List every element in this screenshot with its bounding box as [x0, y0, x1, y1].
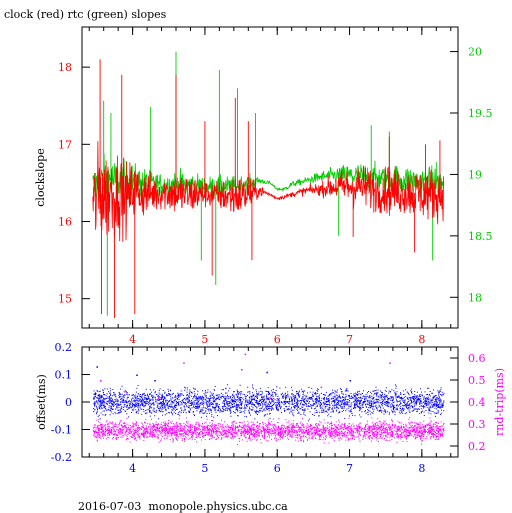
x-tick-label: 4	[129, 462, 136, 475]
x-tick-label: 6	[274, 462, 281, 475]
y-tick-label: 17	[58, 138, 72, 151]
y2-tick-label: 18.5	[468, 230, 493, 243]
offset-plot-frame	[81, 346, 459, 458]
rnd-trip-outlier-point	[320, 386, 323, 389]
rnd-trip-outlier-point	[389, 362, 391, 364]
offset-outlier-point	[96, 366, 98, 368]
slopes-plot-frame	[81, 26, 459, 329]
y-tick-label: 0.2	[55, 341, 73, 354]
x-tick-label: 7	[346, 462, 353, 475]
y-tick-label: 15	[58, 293, 72, 306]
y-axis-label: clockslope	[34, 148, 47, 206]
rnd-trip-outlier-point	[270, 397, 272, 400]
x-tick-label: 7	[346, 333, 353, 346]
y-tick-label: 0	[65, 396, 72, 409]
y2-tick-label: 0.3	[468, 418, 486, 431]
y2-tick-label: 0.5	[468, 374, 486, 387]
y2-axis-label: rnd-trip(ms)	[493, 368, 506, 436]
offset-points	[93, 384, 445, 422]
page-footer: 2016-07-03 monopole.physics.ubc.ca	[78, 500, 288, 513]
clock-series-line	[92, 141, 444, 243]
offset-outlier-point	[407, 435, 409, 437]
x-tick-label: 5	[201, 462, 208, 475]
y-tick-label: -0.2	[51, 451, 72, 464]
x-tick-label: 8	[418, 462, 425, 475]
rnd-trip-outlier-point	[335, 391, 337, 393]
offset-outlier-point	[154, 380, 156, 382]
slopes-data-group	[92, 51, 444, 318]
x-tick-label: 4	[129, 333, 136, 346]
y2-tick-label: 19	[468, 168, 482, 181]
rnd-trip-points	[92, 416, 445, 446]
y2-tick-label: 0.4	[468, 396, 486, 409]
y-tick-label: 16	[58, 215, 72, 228]
rnd-trip-outlier-point	[241, 369, 243, 371]
y-tick-label: -0.1	[51, 424, 72, 437]
offset-outlier-point	[349, 380, 352, 382]
y-tick-label: 0.1	[55, 369, 73, 382]
x-tick-label: 5	[201, 333, 208, 346]
rnd-trip-outlier-point	[125, 391, 127, 393]
y2-tick-label: 19.5	[468, 107, 493, 120]
y2-tick-label: 0.6	[468, 352, 486, 365]
page-title: clock (red) rtc (green) slopes	[4, 8, 167, 21]
rnd-trip-outlier-point	[157, 397, 160, 400]
rnd-trip-outlier-point	[183, 362, 185, 364]
offset-outlier-point	[266, 371, 268, 374]
rnd-trip-outlier-point	[100, 380, 102, 382]
offset-outlier-point	[136, 374, 138, 376]
y2-tick-label: 20	[468, 46, 482, 59]
offset-data-group	[92, 353, 445, 446]
x-tick-label: 6	[274, 333, 281, 346]
y2-tick-label: 18	[468, 291, 482, 304]
y-axis-label: offset(ms)	[35, 374, 48, 430]
y-tick-label: 18	[58, 61, 72, 74]
x-tick-label: 8	[418, 333, 425, 346]
rnd-trip-outlier-point	[244, 353, 247, 356]
y2-tick-label: 0.2	[468, 440, 486, 453]
